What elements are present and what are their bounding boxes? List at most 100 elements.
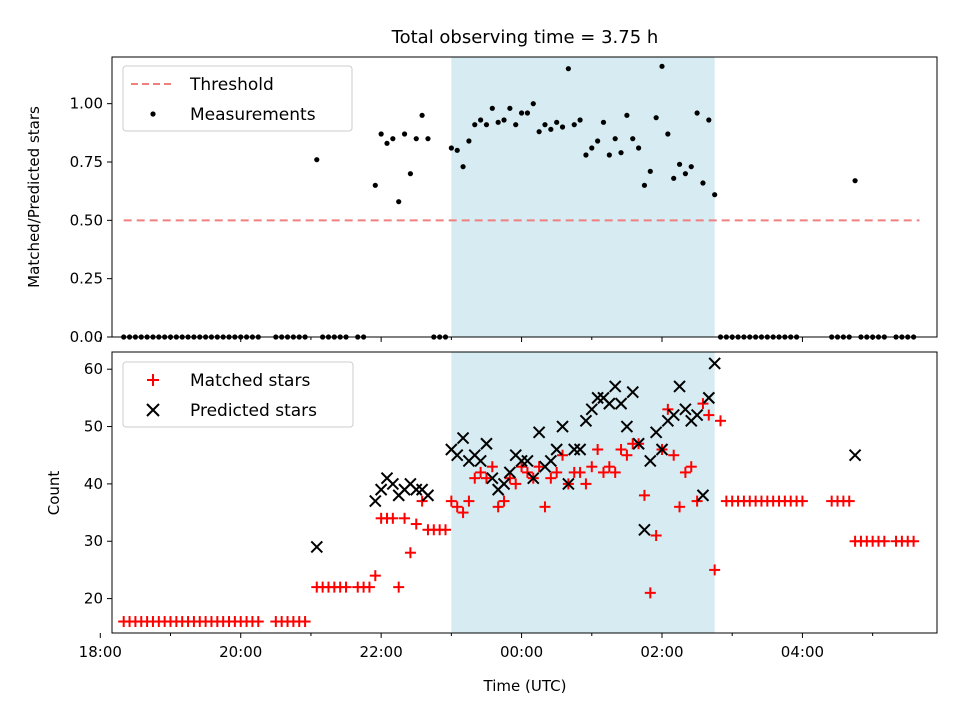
bottom-x-tick-label: 18:00: [79, 643, 122, 661]
predicted-star-point: [386, 477, 400, 491]
bottom-y-tick-label: 30: [84, 532, 103, 550]
matched-star-point: [709, 564, 721, 576]
predicted-star-point: [515, 454, 528, 468]
matched-star-point: [603, 461, 615, 473]
matched-star-point: [504, 472, 516, 484]
bottom-y-tick-label: 40: [84, 475, 103, 493]
matched-star-point: [545, 472, 557, 484]
predicted-star-point: [486, 471, 499, 485]
predicted-star-point: [474, 454, 487, 468]
matched-star-point: [908, 535, 920, 547]
matched-star-point: [393, 581, 405, 593]
matched-star-point: [363, 581, 375, 593]
bottom-y-axis-label: Count: [45, 471, 63, 516]
top-plot-frame: [111, 56, 938, 338]
matched-star-point: [621, 449, 633, 461]
measurement-point: [595, 138, 601, 144]
measurement-point: [612, 136, 618, 142]
matched-star-point: [492, 501, 504, 513]
predicted-star-point: [527, 471, 540, 485]
top-y-tick-label: 1.00: [70, 95, 103, 113]
predicted-star-point: [649, 426, 663, 439]
measurement-point: [448, 145, 454, 151]
measurement-point: [466, 138, 472, 144]
measurement-point: [571, 122, 577, 128]
matched-star-point: [668, 449, 680, 461]
matched-star-point: [498, 495, 510, 507]
matched-star-point: [650, 530, 662, 542]
measurement-point: [665, 131, 671, 137]
matched-star-point: [609, 466, 621, 478]
legend-measurements-label: Measurements: [190, 105, 316, 125]
matched-star-point: [486, 461, 498, 473]
measurement-point: [694, 110, 700, 116]
measurement-point: [413, 136, 419, 142]
measurement-point: [559, 124, 566, 130]
predicted-star-point: [585, 403, 598, 416]
predicted-star-point: [521, 454, 534, 468]
predicted-star-point: [690, 408, 704, 422]
measurement-point: [606, 152, 612, 158]
predicted-star-point: [480, 437, 493, 450]
measurement-point: [706, 117, 712, 123]
predicted-star-point: [544, 454, 558, 468]
predicted-star-point: [702, 391, 716, 405]
predicted-star-point: [667, 408, 680, 422]
matched-star-point: [480, 472, 492, 484]
measurement-point: [624, 112, 630, 118]
matched-star-point: [410, 518, 422, 530]
measurement-point: [472, 122, 478, 128]
measurement-point: [460, 164, 466, 170]
predicted-star-point: [451, 449, 464, 462]
bottom-x-tick-label: 02:00: [640, 643, 683, 661]
matched-star-point: [574, 466, 586, 478]
predicted-star-point: [456, 431, 470, 445]
measurement-point: [518, 110, 525, 116]
matched-star-point: [451, 501, 463, 513]
predicted-star-point: [568, 443, 581, 456]
measurement-point: [653, 115, 659, 121]
legend-bottom: Matched stars Predicted stars: [122, 361, 354, 428]
measurement-point: [407, 171, 414, 177]
top-panel: 0.00 0.25 0.50 0.75 1.00: [70, 56, 938, 346]
legend-predicted-swatch: [146, 403, 160, 417]
predicted-star-point: [608, 380, 622, 393]
matched-star-point: [597, 466, 609, 478]
predicted-star-point: [620, 420, 634, 433]
matched-star-point: [662, 403, 674, 415]
matched-star-point: [416, 495, 428, 507]
bottom-y-tick-label: 20: [84, 590, 103, 608]
measurement-point: [548, 126, 554, 132]
top-y-tick-label: 0.50: [70, 211, 103, 229]
predicted-star-point: [573, 443, 587, 456]
predicted-star-point: [591, 391, 604, 405]
matched-star-point: [843, 495, 855, 507]
matched-star-point: [463, 495, 475, 507]
matched-star-point: [445, 495, 457, 507]
matched-star-point: [521, 466, 533, 478]
matched-star-point: [685, 461, 697, 473]
predicted-star-point: [532, 426, 546, 439]
predicted-star-point: [603, 397, 616, 410]
legend-matched-label: Matched stars: [190, 371, 310, 391]
matched-star-point: [674, 501, 686, 513]
matched-star-point: [440, 524, 452, 536]
measurement-point: [478, 117, 484, 123]
matched-star-point: [369, 570, 381, 582]
bottom-y-tick-label: 60: [84, 360, 103, 378]
measurement-point: [600, 119, 607, 125]
matched-star-point: [533, 461, 545, 473]
top-y-tick-label: 0.75: [70, 153, 103, 171]
predicted-star-point: [632, 437, 645, 450]
matched-star-point: [679, 466, 691, 478]
measurement-point: [524, 110, 531, 116]
legend-matched-swatch: [147, 374, 159, 386]
measurement-point: [852, 178, 858, 184]
chart-title: Total observing time = 3.75 h: [391, 27, 659, 48]
matched-star-point: [592, 443, 604, 455]
measurement-point: [618, 150, 624, 156]
predicted-star-point: [614, 397, 628, 410]
matched-star-point: [878, 535, 890, 547]
predicted-star-point: [550, 443, 563, 456]
predicted-star-point: [696, 489, 710, 502]
